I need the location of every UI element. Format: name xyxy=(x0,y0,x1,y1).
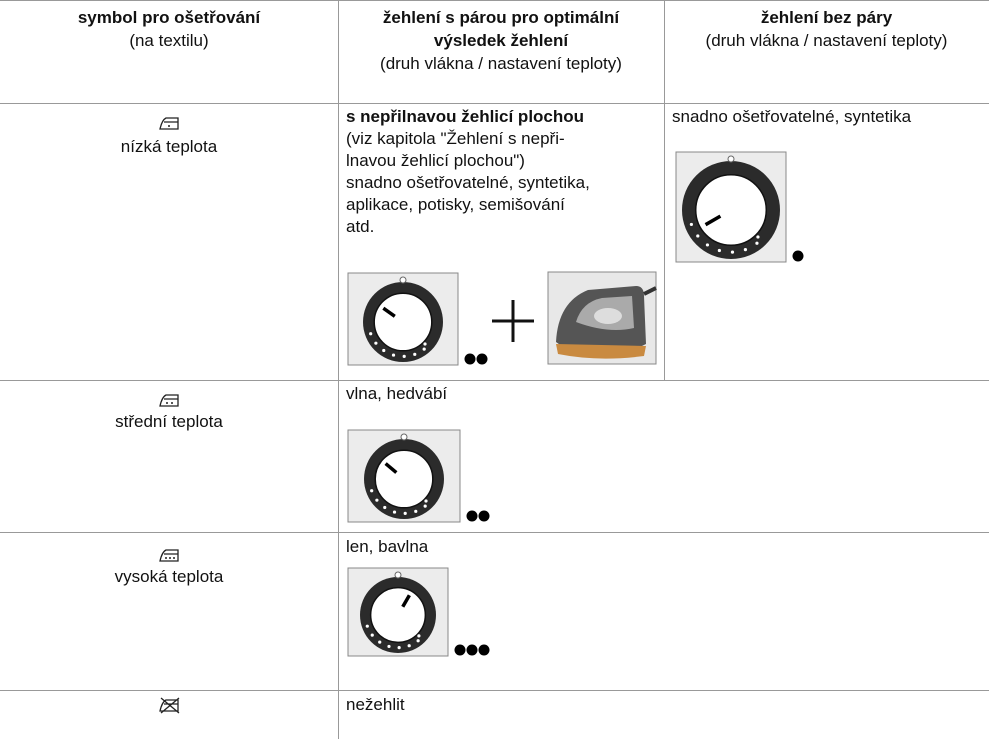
dial-mark xyxy=(414,509,418,513)
header-title: symbol pro ošetřování xyxy=(77,8,261,27)
dial xyxy=(347,272,488,366)
header-note: (druh vlákna / nastavení teploty) xyxy=(380,54,622,73)
cell: s nepřilnavou žehlicí plochou (viz kapit… xyxy=(346,106,661,238)
rule xyxy=(0,532,989,533)
rule xyxy=(664,0,665,380)
dial-mark xyxy=(375,498,379,502)
dial-mark xyxy=(755,241,759,245)
dial-mark xyxy=(743,247,748,252)
dial-top-dot xyxy=(399,276,407,284)
cell-text: atd. xyxy=(346,217,375,236)
dial-mark xyxy=(374,341,378,345)
dial-mark xyxy=(413,352,417,356)
cell-text: snadno ošetřovatelné, syntetika, xyxy=(346,173,590,192)
setting-dot xyxy=(466,644,478,656)
dial-mark xyxy=(383,505,387,510)
iron-symbol xyxy=(159,394,179,407)
dial xyxy=(347,429,490,523)
dial-mark xyxy=(369,332,373,336)
setting-dot xyxy=(454,644,466,656)
iron-symbol xyxy=(159,549,179,562)
cell-text: vysoká teplota xyxy=(114,567,224,586)
rule xyxy=(0,0,989,1)
dial-mark xyxy=(416,639,420,643)
iron-image xyxy=(547,271,657,365)
dial-mark xyxy=(696,234,700,238)
cell-text: aplikace, potisky, semišování xyxy=(346,195,565,214)
dial-pointer xyxy=(704,214,722,227)
dial-mark xyxy=(705,243,710,247)
plus xyxy=(492,300,534,342)
dial-mark xyxy=(387,644,391,649)
dial-mark xyxy=(423,342,427,346)
header-title: žehlení s párou pro optimální výsledek ž… xyxy=(382,8,620,50)
dial-face xyxy=(369,586,427,644)
dial-mark xyxy=(382,348,386,353)
dial-mark xyxy=(378,640,382,644)
dial xyxy=(347,567,490,657)
cell-heading: s nepřilnavou žehlicí plochou xyxy=(346,107,585,126)
rule xyxy=(0,103,989,104)
dial-top-dot xyxy=(400,433,408,441)
setting-dot xyxy=(792,250,804,262)
dial-face xyxy=(694,173,768,247)
cell-text: vlna, hedvábí xyxy=(346,384,448,403)
cell-text: snadno ošetřovatelné, syntetika xyxy=(672,107,912,126)
setting-dot xyxy=(464,353,476,365)
cell-text: nízká teplota xyxy=(120,137,218,156)
header-cell: symbol pro ošetřování (na textilu) xyxy=(0,6,338,52)
rule xyxy=(0,380,989,381)
setting-dot xyxy=(478,510,490,522)
dial-mark xyxy=(424,499,428,503)
dial-mark xyxy=(402,354,406,358)
header-cell: žehlení s párou pro optimální výsledek ž… xyxy=(350,6,652,75)
setting-dot xyxy=(476,353,488,365)
setting-dot xyxy=(478,644,490,656)
dial-face xyxy=(373,292,433,352)
dial-top-dot xyxy=(394,571,402,579)
dial-mark xyxy=(422,347,426,351)
dial-mark xyxy=(423,504,427,508)
cell-text: střední teplota xyxy=(115,412,223,431)
dial-pointer xyxy=(382,306,396,318)
dial-mark xyxy=(403,511,407,515)
header-note: (druh vlákna / nastavení teploty) xyxy=(705,31,948,50)
cell-text: lnavou žehlicí plochou") xyxy=(346,151,525,170)
dial-mark xyxy=(365,624,369,628)
dial-top-dot xyxy=(727,155,735,163)
iron-symbol xyxy=(159,697,180,714)
dial-pointer xyxy=(384,462,398,474)
iron-symbol xyxy=(159,117,179,130)
dial-mark xyxy=(370,489,374,493)
rule xyxy=(0,690,989,691)
cell-text: nežehlit xyxy=(346,695,405,714)
dial-mark xyxy=(391,353,396,357)
setting-dot xyxy=(466,510,478,522)
dial-mark xyxy=(392,510,397,514)
header-title: žehlení bez páry xyxy=(760,8,893,27)
cell-text: (viz kapitola "Žehlení s nepři- xyxy=(346,129,565,148)
cell-text: len, bavlna xyxy=(346,537,429,556)
dial-face xyxy=(374,449,434,509)
header-cell: žehlení bez páry (druh vlákna / nastavení… xyxy=(664,6,989,52)
dial-mark xyxy=(407,644,411,648)
dial-mark xyxy=(397,646,401,650)
dial-mark xyxy=(370,633,374,637)
rule xyxy=(338,0,339,739)
dial-mark xyxy=(756,235,760,239)
dial-mark xyxy=(689,222,694,227)
dial-mark xyxy=(730,250,735,254)
dial-mark xyxy=(417,634,421,638)
dial xyxy=(675,151,804,263)
dial-pointer xyxy=(401,594,411,608)
header-note: (na textilu) xyxy=(129,31,209,50)
dial-mark xyxy=(717,248,721,253)
